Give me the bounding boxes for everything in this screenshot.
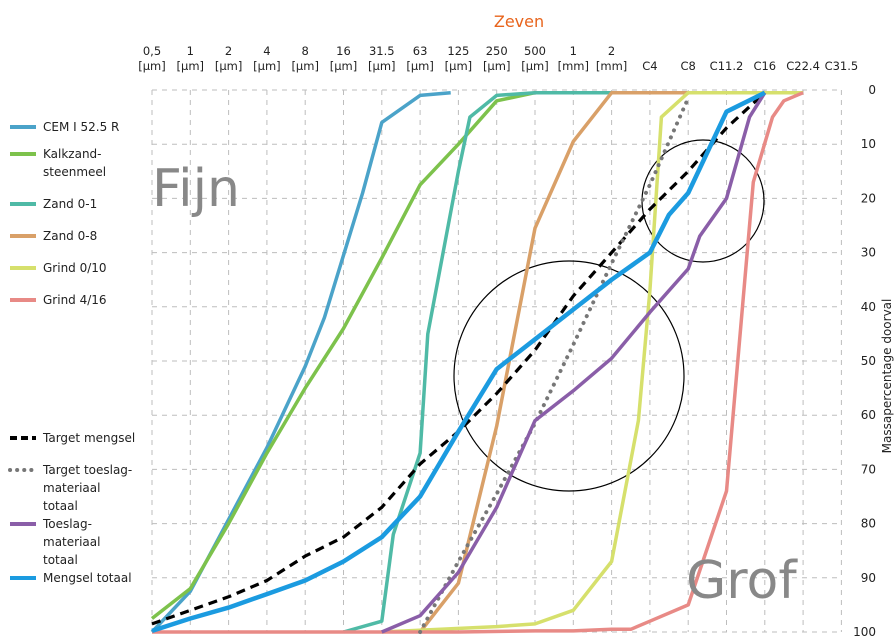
x-tick-label: C16	[753, 59, 776, 73]
series-line	[151, 90, 766, 634]
series-line	[381, 90, 804, 634]
y-tick-labels: 0 10 20 30 40 50 60 70 80 90 100	[853, 83, 876, 639]
x-tick-label: 125 [µm]	[445, 44, 473, 73]
y-tick-label: 50	[861, 354, 876, 368]
chart-title: Zeven	[494, 12, 544, 31]
legend-label: Grind 0/10	[43, 261, 107, 275]
legend-label: Zand 0-8	[43, 229, 97, 243]
y-axis-label: Massapercentage doorval	[880, 299, 894, 454]
y-tick-label: 20	[861, 191, 876, 205]
legend-label: CEM I 52.5 R	[43, 120, 119, 134]
y-tick-label: 80	[861, 517, 876, 531]
x-tick-label: 2 [mm]	[596, 44, 627, 73]
y-tick-label: 40	[861, 300, 876, 314]
x-tick-labels: 0,5 [µm] 1 [µm] 2 [µm] 4 [µm] 8 [µm] 16 [µm] 31.5 [µm…	[138, 44, 858, 73]
x-tick-label: 63 [µm]	[406, 44, 434, 73]
x-tick-label: C8	[681, 59, 696, 73]
x-tick-label: 1 [mm]	[558, 44, 589, 73]
series-line	[152, 91, 804, 634]
x-tick-label: 1 [µm]	[177, 44, 205, 73]
x-tick-label: 250 [µm]	[483, 44, 511, 73]
x-tick-label: 4 [µm]	[253, 44, 281, 73]
series-line	[343, 90, 612, 634]
highlight-circle-mid	[453, 260, 685, 492]
legend-label: Toeslag-materiaal totaal	[42, 517, 100, 567]
legend-label: Target toeslag-materiaal totaal	[42, 463, 132, 513]
x-tick-label: 500 [µm]	[521, 44, 549, 73]
legend-label: Mengsel totaal	[43, 571, 132, 585]
fine-annotation: Fijn	[152, 159, 240, 219]
legend-label: Grind 4/16	[43, 293, 107, 307]
y-tick-label: 10	[861, 137, 876, 151]
x-tick-label: 0,5 [µm]	[138, 44, 166, 73]
x-tick-label: C22.4	[786, 59, 820, 73]
highlight-circles	[453, 139, 765, 492]
legend-label: Zand 0-1	[43, 197, 97, 211]
legend-label: Target mengsel	[42, 431, 135, 445]
x-tick-label: C31.5	[825, 59, 859, 73]
series-line	[381, 91, 767, 634]
x-tick-label: 31.5 [µm]	[368, 44, 396, 73]
x-tick-label: 8 [µm]	[291, 44, 319, 73]
x-tick-label: 2 [µm]	[215, 44, 243, 73]
x-tick-label: C11.2	[710, 59, 744, 73]
series-line	[150, 90, 574, 620]
y-tick-label: 70	[861, 462, 876, 476]
series-lines	[150, 90, 804, 634]
y-tick-label: 30	[861, 246, 876, 260]
x-tick-label: C4	[642, 59, 657, 73]
series-line	[418, 96, 691, 634]
legend: CEM I 52.5 R Kalkzand-steenmeel Zand 0-1 Za…	[8, 120, 135, 585]
x-tick-label: 16 [µm]	[330, 44, 358, 73]
coarse-annotation: Grof	[686, 551, 798, 611]
grid	[151, 89, 842, 633]
legend-label: Kalkzand-steenmeel	[43, 147, 106, 179]
y-tick-label: 90	[861, 571, 876, 585]
y-tick-label: 0	[868, 83, 876, 97]
y-tick-label: 100	[853, 625, 876, 639]
y-tick-label: 60	[861, 408, 876, 422]
